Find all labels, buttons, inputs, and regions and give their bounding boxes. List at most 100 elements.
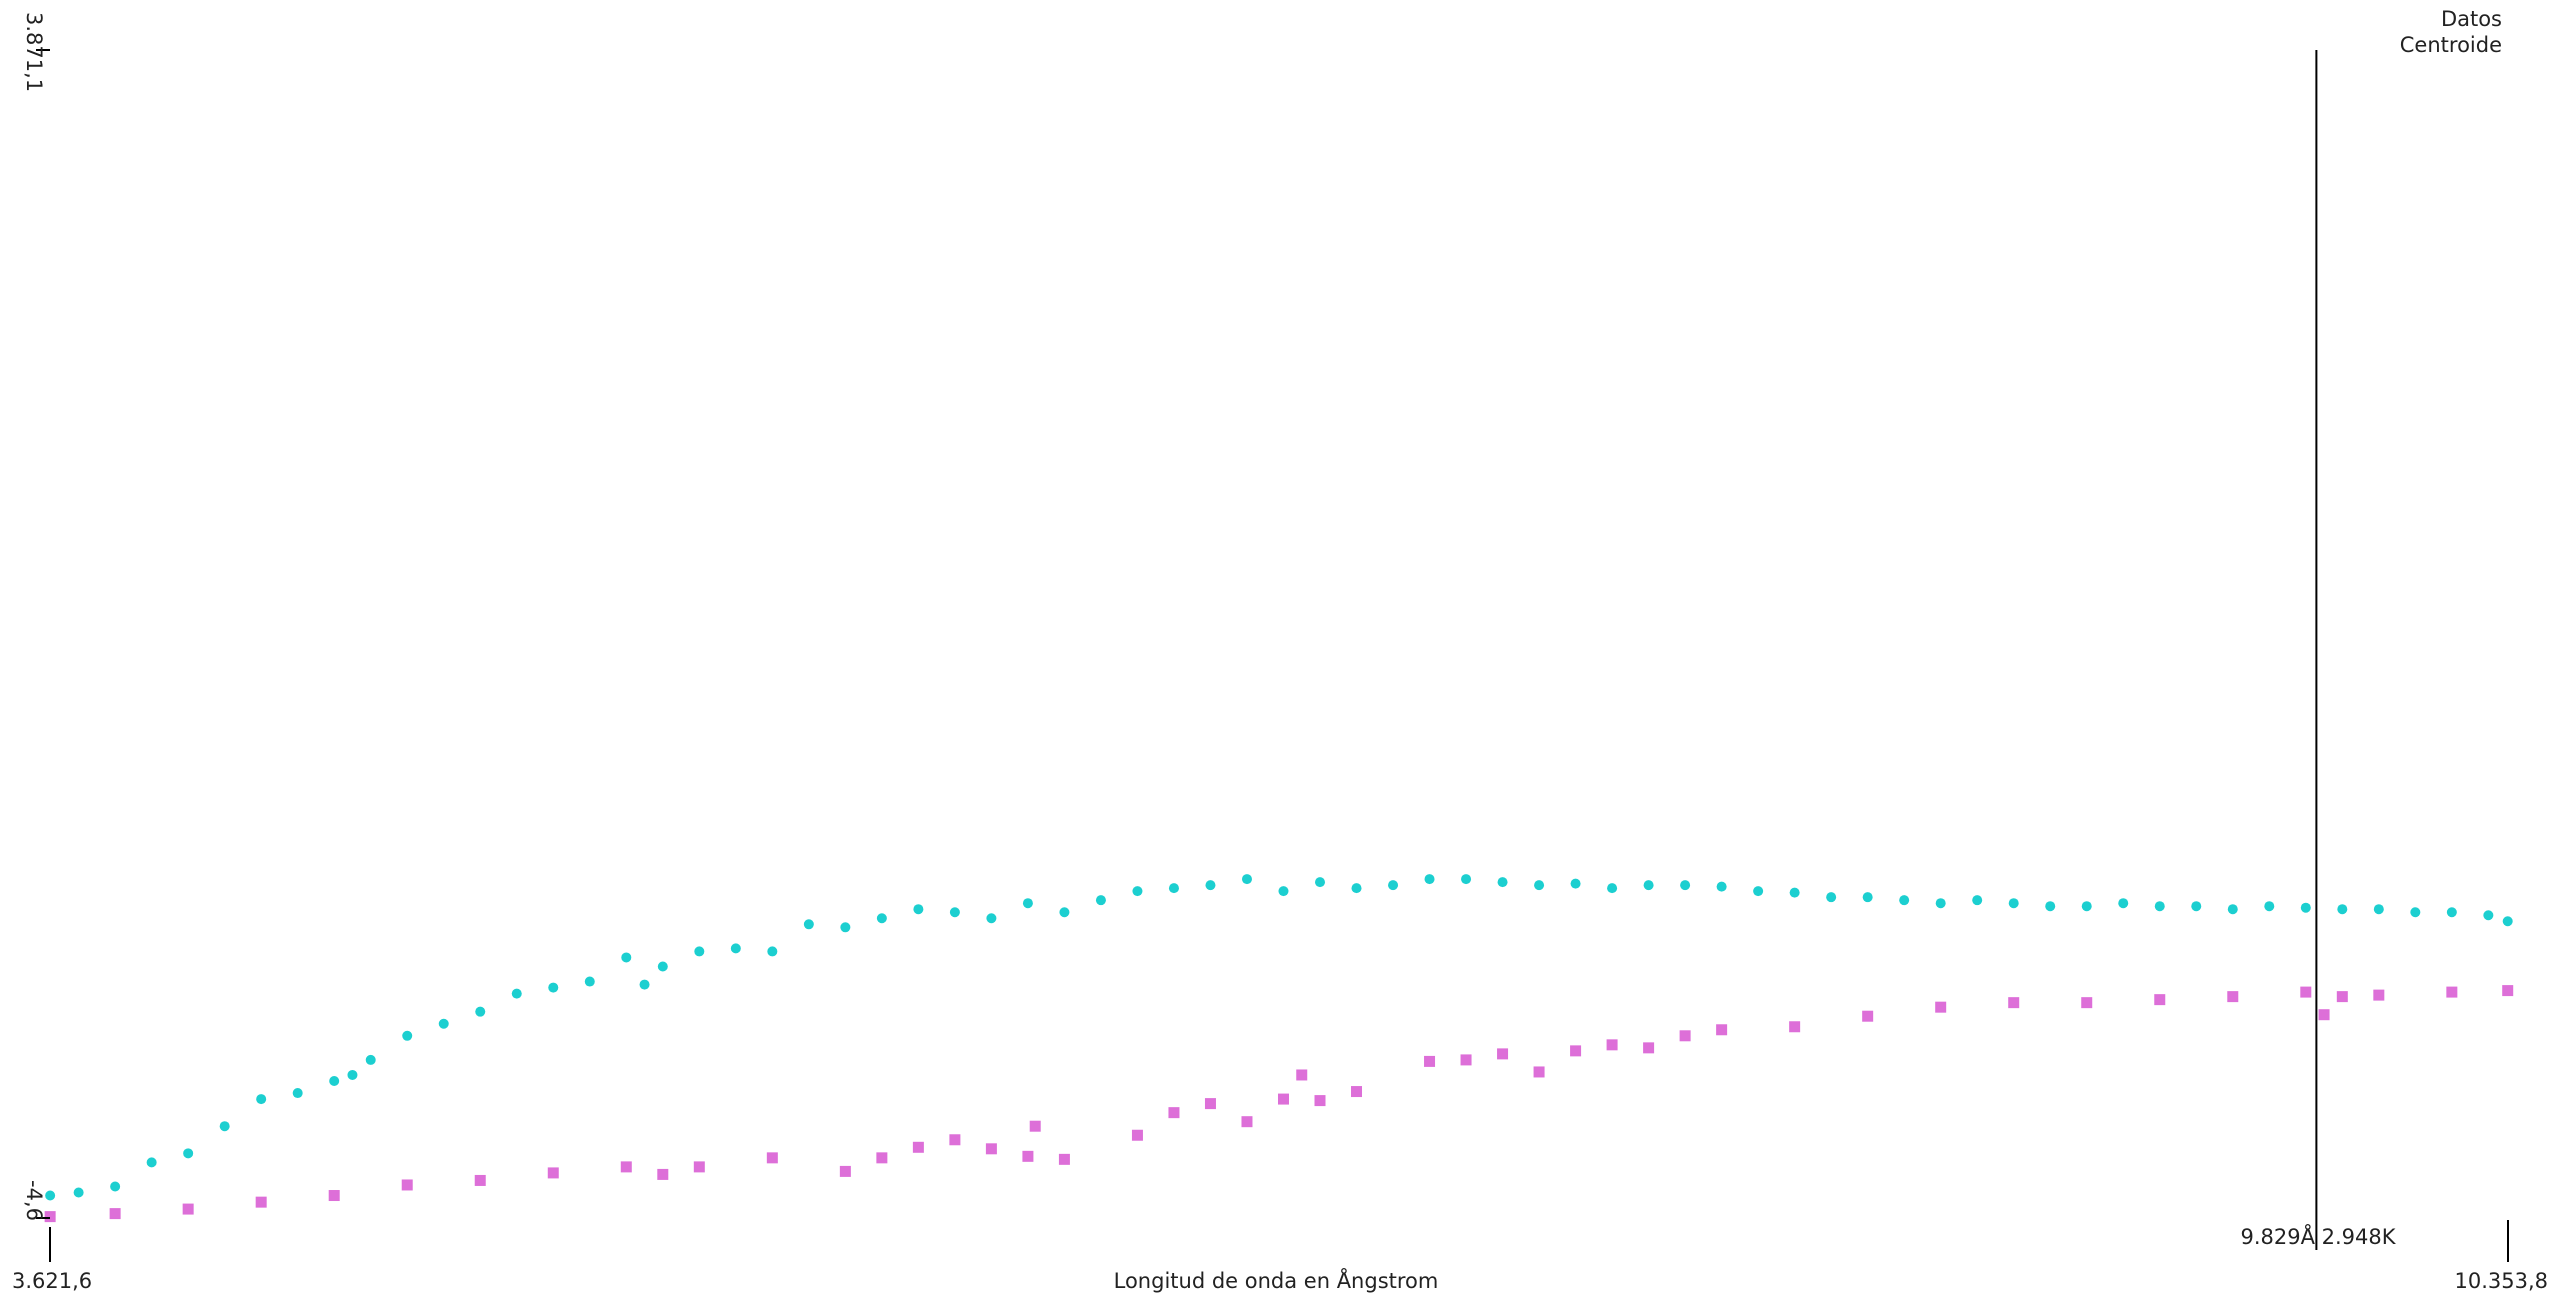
point-centroide [1168,883,1179,894]
point-centroide [1972,895,1983,906]
point-datos [985,1143,997,1155]
x-max-label: 10.353,8 [2454,1269,2548,1293]
point-datos [2318,1009,2330,1021]
point-datos [949,1134,961,1146]
point-datos [328,1190,340,1202]
point-datos [2300,986,2312,998]
point-datos [2081,997,2093,1009]
point-centroide [2227,904,2238,915]
point-centroide [730,943,741,954]
point-centroide [876,913,887,924]
point-datos [1789,1021,1801,1033]
point-datos [2154,994,2166,1006]
point-centroide [365,1054,376,1065]
point-centroide [256,1094,267,1105]
point-datos [1716,1024,1728,1036]
series-centroide [45,874,2513,1201]
point-centroide [2337,904,2348,915]
point-datos [1643,1042,1655,1054]
point-centroide [2191,901,2202,912]
point-centroide [292,1088,303,1099]
point-datos [1570,1045,1582,1057]
y-max-label: 3.871,1 [22,12,46,92]
point-centroide [402,1030,413,1041]
point-centroide [110,1181,121,1192]
point-datos [839,1165,851,1177]
point-centroide [1716,881,1727,892]
y-min-label: -4,6 [22,1180,46,1221]
point-centroide [840,922,851,933]
point-datos [2446,986,2458,998]
series-datos [44,985,2514,1223]
point-centroide [2410,907,2421,918]
point-datos [1241,1116,1253,1128]
point-centroide [2154,901,2165,912]
point-datos [2336,991,2348,1003]
point-datos [766,1152,778,1164]
point-centroide [1607,883,1618,894]
point-centroide [949,907,960,918]
point-centroide [2483,910,2494,921]
point-centroide [511,988,522,999]
point-centroide [1205,880,1216,891]
point-datos [1679,1030,1691,1042]
point-datos [1058,1153,1070,1165]
point-datos [1497,1048,1509,1060]
point-datos [2502,985,2514,997]
point-centroide [438,1018,449,1029]
point-centroide [1424,874,1435,885]
point-centroide [2045,901,2056,912]
point-centroide [584,976,595,987]
point-centroide [2264,901,2275,912]
point-datos [547,1167,559,1179]
point-centroide [2373,904,2384,915]
point-datos [44,1211,56,1223]
point-datos [182,1203,194,1215]
point-datos [693,1161,705,1173]
point-datos [1029,1120,1041,1132]
point-centroide [1497,877,1508,888]
point-centroide [1059,907,1070,918]
point-centroide [1789,887,1800,898]
point-datos [1862,1010,1874,1022]
point-centroide [657,961,668,972]
point-centroide [1461,874,1472,885]
point-centroide [1680,880,1691,891]
point-centroide [1095,895,1106,906]
point-centroide [913,904,924,915]
point-datos [1314,1095,1326,1107]
point-datos [2373,989,2385,1001]
point-centroide [1935,898,1946,909]
series-layer [44,874,2514,1223]
point-datos [876,1152,888,1164]
point-datos [1168,1107,1180,1119]
point-centroide [1753,886,1764,897]
point-datos [620,1161,632,1173]
point-centroide [1132,886,1143,897]
point-centroide [329,1075,340,1086]
point-centroide [2502,916,2513,927]
point-datos [401,1179,413,1191]
point-datos [1935,1001,1947,1013]
point-datos [2227,991,2239,1003]
axes-layer [36,49,2509,1262]
point-centroide [1241,874,1252,885]
point-datos [1296,1069,1308,1081]
point-centroide [475,1006,486,1017]
point-centroide [1643,880,1654,891]
point-datos [1606,1039,1618,1051]
point-centroide [1899,895,1910,906]
point-datos [657,1168,669,1180]
point-datos [255,1196,267,1208]
x-min-label: 3.621,6 [12,1269,92,1293]
x-axis-title: Longitud de onda en Ångstrom [1114,1267,1439,1293]
point-centroide [548,982,559,993]
point-centroide [2118,898,2129,909]
point-datos [1022,1150,1034,1162]
point-centroide [1570,878,1581,889]
point-datos [1533,1066,1545,1078]
point-datos [109,1208,121,1220]
point-datos [1204,1098,1216,1110]
point-centroide [2446,907,2457,918]
